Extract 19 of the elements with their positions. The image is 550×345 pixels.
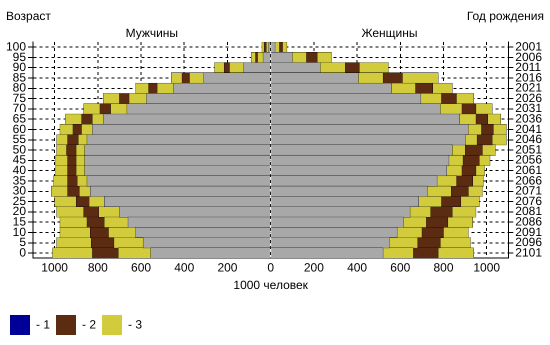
x-tick-label: 800 bbox=[88, 260, 108, 275]
text: Мужчины bbox=[126, 26, 178, 40]
y2-axis-title: Год рождения bbox=[466, 9, 544, 23]
x-tick-label: 200 bbox=[304, 260, 324, 275]
x-tick-label: 200 bbox=[217, 260, 238, 275]
x-tick-label: 1000 bbox=[473, 260, 500, 275]
legend-label: - 2 bbox=[82, 317, 96, 332]
legend-label: - 3 bbox=[128, 317, 142, 332]
x-tick-label: 400 bbox=[347, 260, 368, 275]
x-tick-label: 600 bbox=[390, 260, 411, 275]
x-tick-label: 800 bbox=[433, 260, 454, 275]
x-tick-label: 400 bbox=[174, 260, 195, 275]
x-tick-label: 600 bbox=[131, 260, 152, 275]
legend-label: - 1 bbox=[36, 317, 50, 332]
x-tick-label: 0 bbox=[267, 260, 274, 275]
text: Женщины bbox=[361, 26, 418, 40]
x-tick-label: 1000 bbox=[41, 260, 68, 275]
x-axis-title: 1000 человек bbox=[233, 278, 309, 292]
y-axis-title: Возраст bbox=[6, 9, 52, 23]
